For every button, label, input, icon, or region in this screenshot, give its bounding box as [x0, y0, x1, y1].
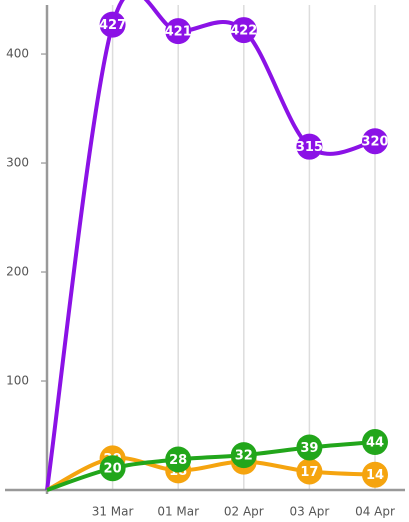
data-label: 320	[361, 135, 388, 150]
data-label: 44	[366, 436, 384, 451]
data-point	[296, 133, 323, 160]
data-label: 315	[296, 140, 323, 155]
data-label: 427	[99, 18, 126, 33]
data-label: 39	[300, 441, 318, 456]
data-label: 17	[300, 465, 318, 480]
data-label: 421	[165, 25, 192, 40]
data-label: 32	[235, 449, 253, 464]
x-tick-label: 03 Apr	[289, 505, 329, 519]
data-label: 14	[366, 468, 384, 483]
data-point	[230, 442, 257, 469]
data-point	[165, 446, 192, 473]
data-label: 28	[169, 453, 187, 468]
data-point	[99, 11, 126, 38]
series-line	[45, 0, 376, 491]
data-point	[296, 434, 323, 461]
y-tick-label: 300	[6, 156, 29, 170]
data-label: 422	[230, 24, 257, 39]
data-point	[230, 17, 257, 44]
y-tick-label: 400	[6, 47, 29, 61]
x-tick-label: 01 Mar	[157, 505, 199, 519]
data-point	[296, 458, 323, 485]
data-point	[165, 18, 192, 45]
y-tick-label: 200	[6, 265, 29, 279]
x-tick-label: 31 Mar	[92, 505, 134, 519]
x-tick-label: 04 Apr	[355, 505, 395, 519]
data-point	[362, 461, 388, 488]
data-point	[362, 429, 388, 456]
data-label: 20	[104, 462, 122, 477]
data-point	[362, 128, 388, 155]
x-tick-label: 02 Apr	[224, 505, 264, 519]
y-tick-label: 100	[6, 374, 29, 388]
data-point	[99, 455, 126, 482]
